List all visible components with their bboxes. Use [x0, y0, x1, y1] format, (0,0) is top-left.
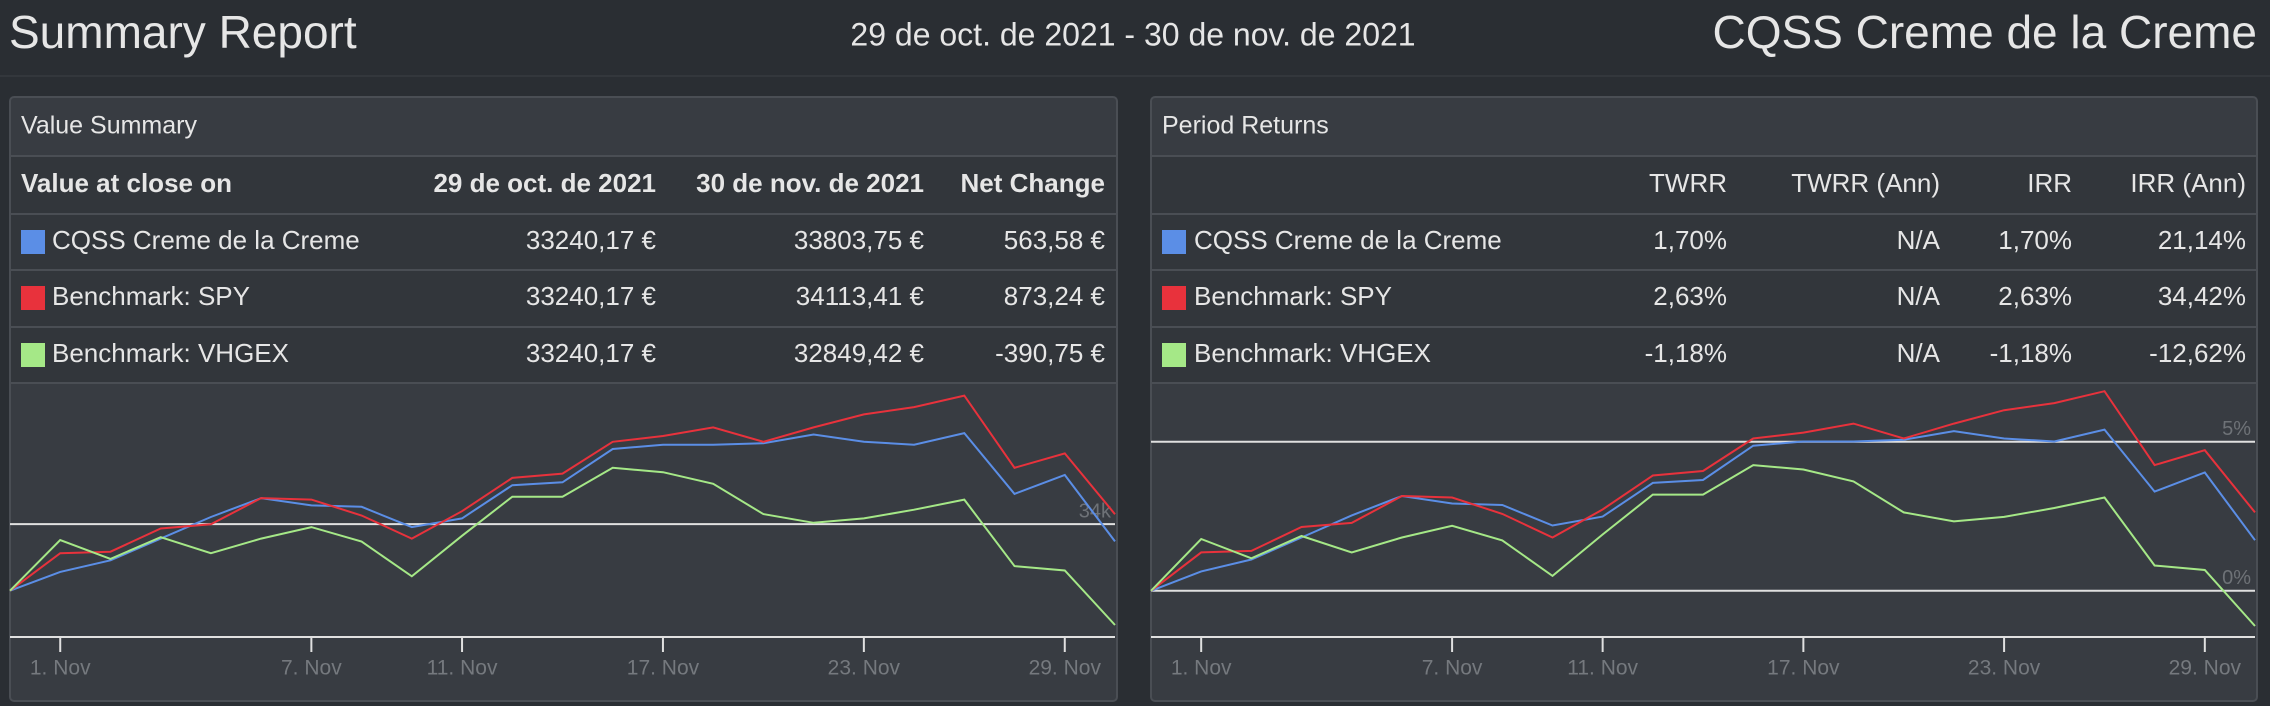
x-tick-label: 11. Nov: [1567, 657, 1638, 680]
x-tick-label: 11. Nov: [427, 657, 498, 680]
legend-swatch: [1162, 343, 1186, 367]
cell: -1,18%: [1990, 338, 2072, 368]
series-line: [9, 394, 1116, 592]
column-header: TWRR (Ann): [1791, 168, 1940, 198]
column-header: Value at close on: [21, 168, 232, 198]
cell: 2,63%: [1998, 281, 2072, 311]
panel-title: Value Summary: [21, 112, 197, 140]
x-tick-label: 7. Nov: [281, 657, 342, 680]
cell: N/A: [1897, 225, 1941, 255]
row-name: CQSS Creme de la Creme: [1194, 225, 1502, 255]
row-name: Benchmark: SPY: [52, 281, 250, 311]
row-name: Benchmark: VHGEX: [1194, 338, 1431, 368]
column-header: 29 de oct. de 2021: [433, 168, 656, 198]
cell: -12,62%: [2149, 338, 2246, 368]
series-line: [9, 466, 1116, 626]
x-tick-label: 23. Nov: [1968, 657, 2041, 680]
cell: 34,42%: [2158, 281, 2246, 311]
x-tick-label: 1. Nov: [1171, 657, 1232, 680]
cell: 1,70%: [1653, 225, 1727, 255]
cell: 33240,17 €: [526, 281, 657, 311]
x-tick-label: 23. Nov: [828, 657, 901, 680]
series-line: [1150, 390, 2256, 592]
cell: -390,75 €: [995, 338, 1105, 368]
cell: N/A: [1897, 281, 1941, 311]
y-tick-label: 5%: [2222, 418, 2251, 440]
y-tick-label: 0%: [2222, 567, 2251, 589]
legend-swatch: [1162, 230, 1186, 254]
legend-swatch: [21, 230, 45, 254]
x-tick-label: 1. Nov: [30, 657, 91, 680]
x-tick-label: 29. Nov: [1029, 657, 1102, 680]
row-name: Benchmark: VHGEX: [52, 338, 289, 368]
cell: 32849,42 €: [794, 338, 925, 368]
cell: N/A: [1897, 338, 1941, 368]
cell: 1,70%: [1998, 225, 2072, 255]
cell: 2,63%: [1653, 281, 1727, 311]
column-header: IRR (Ann): [2130, 168, 2246, 198]
cell: 33803,75 €: [794, 225, 925, 255]
series-line: [1150, 464, 2256, 627]
column-header: Net Change: [961, 168, 1105, 198]
column-header: TWRR: [1649, 168, 1727, 198]
column-header: IRR: [2027, 168, 2072, 198]
row-name: Benchmark: SPY: [1194, 281, 1392, 311]
page-title: Summary Report: [9, 6, 357, 58]
x-tick-label: 7. Nov: [1422, 657, 1483, 680]
cell: 33240,17 €: [526, 338, 657, 368]
series-line: [1150, 428, 2256, 592]
series-line: [9, 431, 1116, 592]
panel-title: Period Returns: [1162, 112, 1329, 140]
row-name: CQSS Creme de la Creme: [52, 225, 360, 255]
cell: 21,14%: [2158, 225, 2246, 255]
cell: 34113,41 €: [796, 281, 925, 311]
legend-swatch: [1162, 286, 1186, 310]
legend-swatch: [21, 343, 45, 367]
cell: 873,24 €: [1004, 281, 1106, 311]
x-tick-label: 17. Nov: [1767, 657, 1840, 680]
date-range: 29 de oct. de 2021 - 30 de nov. de 2021: [850, 16, 1415, 52]
cell: 563,58 €: [1004, 225, 1106, 255]
column-header: 30 de nov. de 2021: [696, 168, 924, 198]
legend-swatch: [21, 286, 45, 310]
x-tick-label: 29. Nov: [2169, 657, 2242, 680]
cell: -1,18%: [1645, 338, 1727, 368]
portfolio-name: CQSS Creme de la Creme: [1713, 6, 2258, 58]
x-tick-label: 17. Nov: [627, 657, 700, 680]
cell: 33240,17 €: [526, 225, 657, 255]
